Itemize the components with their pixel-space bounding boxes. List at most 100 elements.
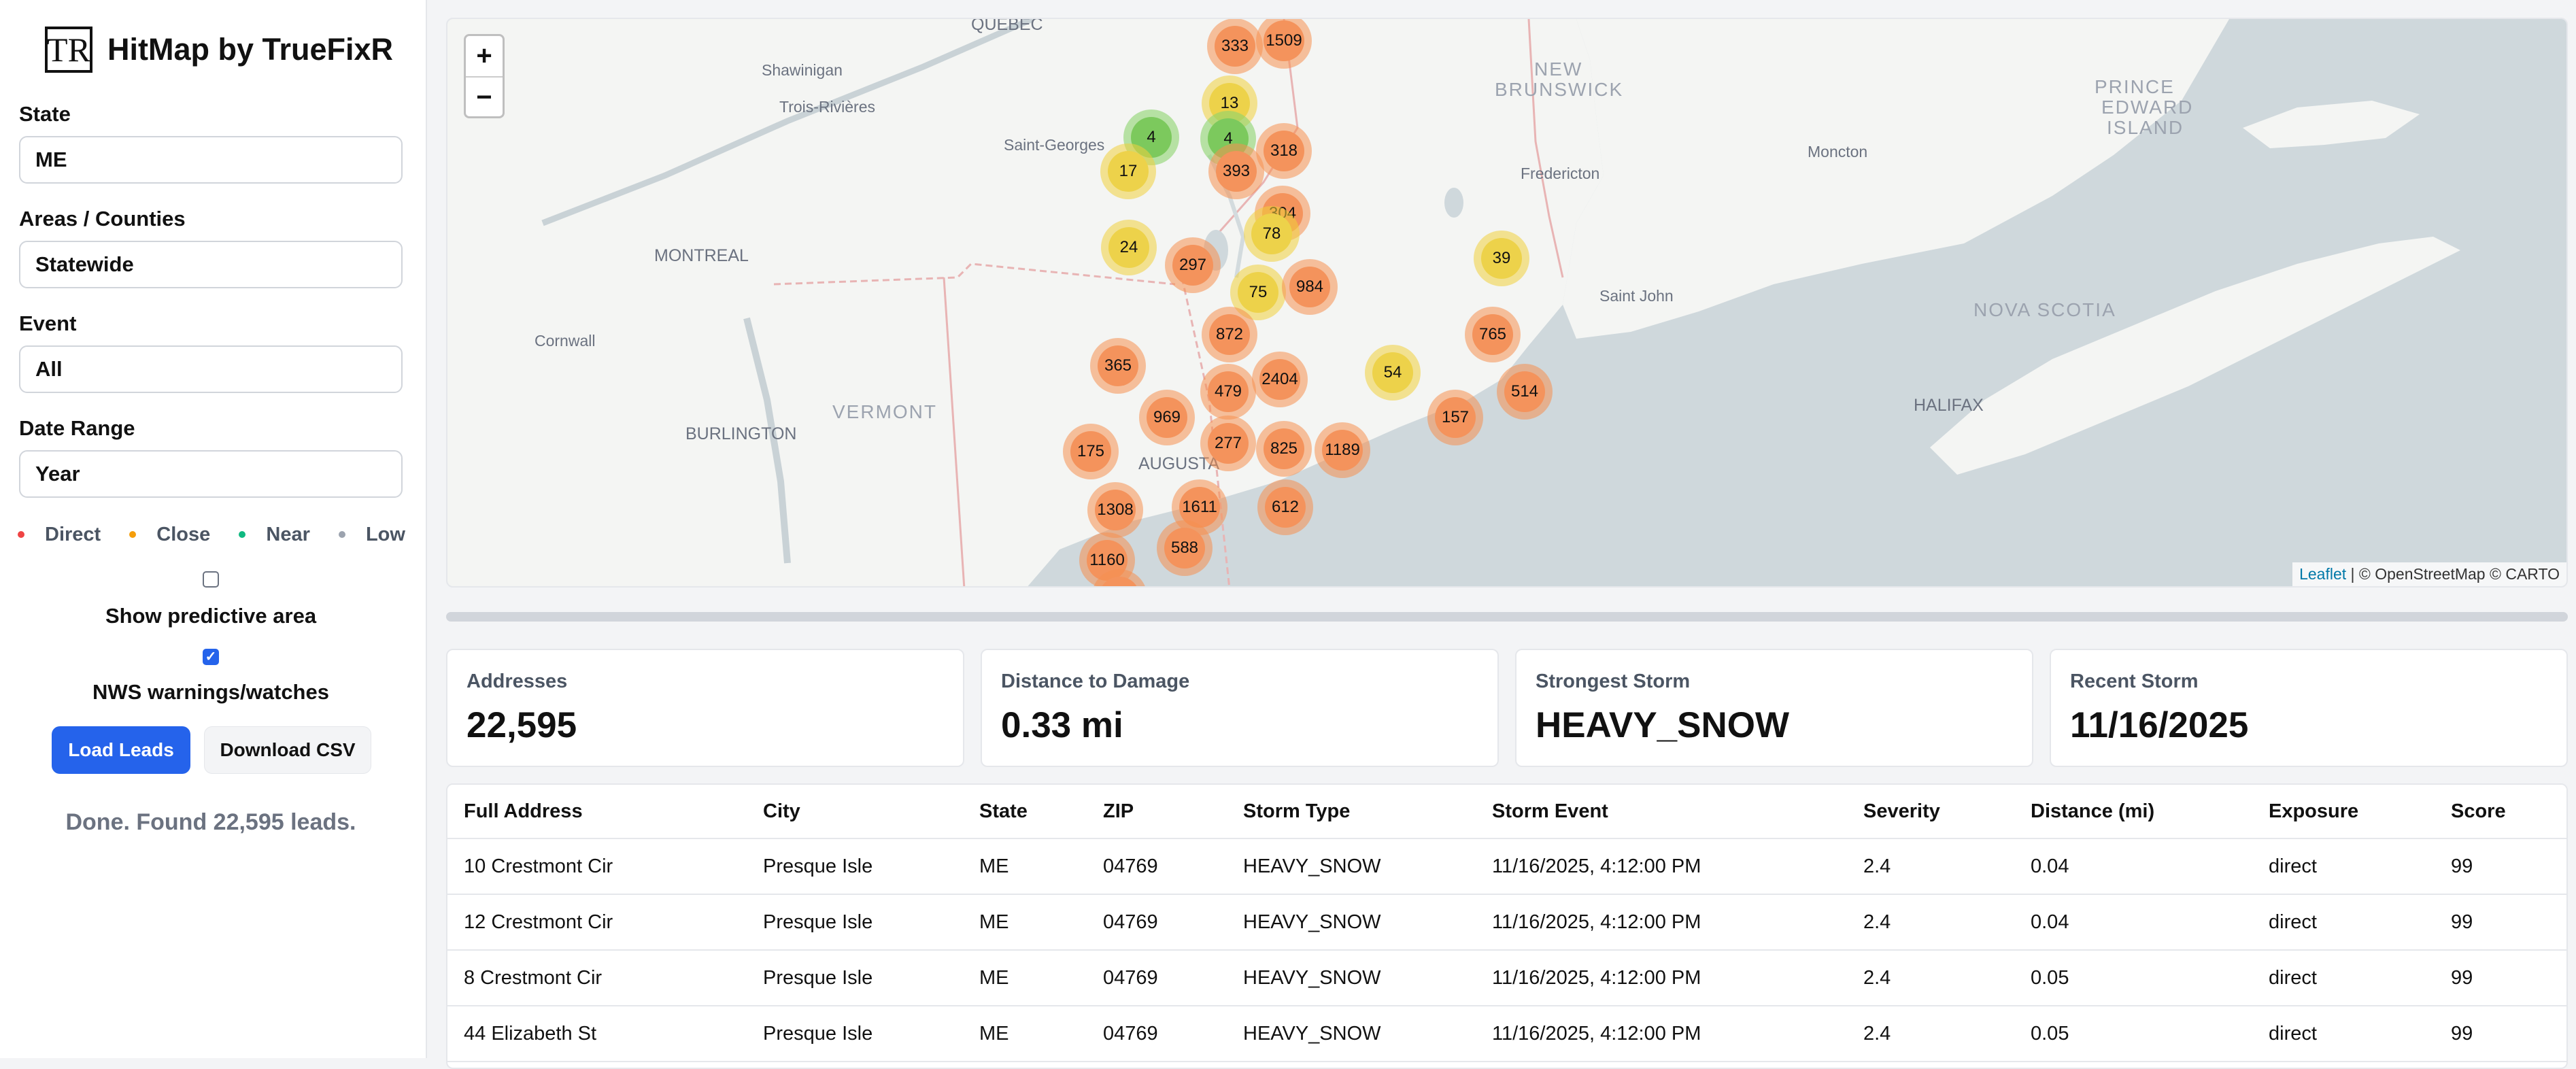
column-header[interactable]: Exposure bbox=[2252, 785, 2435, 839]
table-cell: 10 Crestmont Cir bbox=[447, 838, 747, 895]
place-label: VERMONT bbox=[832, 401, 937, 422]
column-header[interactable]: Distance (mi) bbox=[2014, 785, 2252, 839]
marker-cluster[interactable]: 1308 bbox=[1087, 482, 1143, 538]
date-range-select[interactable]: Year bbox=[19, 450, 403, 498]
table-cell: 0.05 bbox=[2014, 950, 2252, 1006]
event-select[interactable]: All bbox=[19, 345, 403, 393]
column-header[interactable]: Storm Type bbox=[1227, 785, 1476, 839]
zoom-out-button[interactable]: − bbox=[476, 82, 492, 112]
table-cell: Presque Isle bbox=[747, 894, 963, 951]
place-label: Fredericton bbox=[1521, 165, 1600, 182]
cluster-count: 277 bbox=[1208, 423, 1249, 464]
app-title: HitMap by TrueFixR bbox=[107, 32, 394, 67]
cluster-count: 765 bbox=[1472, 314, 1513, 355]
marker-cluster[interactable]: 588 bbox=[1157, 520, 1213, 576]
table-row[interactable]: 12 Crestmont Cir Presque Isle ME 04769 HEAVY… bbox=[447, 894, 2566, 951]
table-header-row: Full Address City State ZIP Storm Type Storm … bbox=[447, 785, 2566, 839]
marker-cluster[interactable]: 157 bbox=[1427, 390, 1483, 445]
column-header[interactable]: Severity bbox=[1847, 785, 2014, 839]
marker-cluster[interactable]: 277 bbox=[1200, 415, 1256, 471]
marker-cluster[interactable]: 514 bbox=[1497, 364, 1553, 420]
table-cell: HEAVY_SNOW bbox=[1227, 894, 1476, 951]
column-header[interactable]: Storm Event bbox=[1476, 785, 1847, 839]
table-row[interactable]: 44 Elizabeth St Presque Isle ME 04769 HEAVY_… bbox=[447, 1006, 2566, 1062]
legend-label: Near bbox=[266, 523, 310, 545]
stat-card-recent-storm: Recent Storm 11/16/2025 bbox=[2050, 649, 2568, 767]
marker-cluster[interactable]: 75 bbox=[1230, 265, 1286, 320]
column-header[interactable]: Full Address bbox=[447, 785, 747, 839]
zoom-in-button[interactable]: + bbox=[466, 36, 503, 78]
column-header[interactable]: City bbox=[747, 785, 963, 839]
cluster-count: 17 bbox=[1108, 151, 1149, 192]
leaflet-link[interactable]: Leaflet bbox=[2299, 565, 2347, 583]
marker-cluster[interactable]: 175 bbox=[1063, 424, 1119, 479]
table-cell: direct bbox=[2252, 894, 2435, 951]
predictive-area-checkbox[interactable] bbox=[203, 571, 219, 588]
marker-cluster[interactable]: 365 bbox=[1090, 338, 1146, 394]
cluster-count: 297 bbox=[1172, 245, 1213, 286]
marker-cluster[interactable]: 1189 bbox=[1315, 422, 1370, 478]
table-cell: 2.4 bbox=[1847, 950, 2014, 1006]
cluster-count: 75 bbox=[1238, 272, 1278, 313]
areas-select[interactable]: Statewide bbox=[19, 241, 403, 288]
place-label: Saint-Georges bbox=[1004, 136, 1105, 154]
table-cell: 11/16/2025, 4:12:00 PM bbox=[1476, 894, 1847, 951]
marker-cluster[interactable]: 297 bbox=[1165, 237, 1221, 293]
table-cell: 99 bbox=[2435, 894, 2566, 951]
marker-cluster[interactable]: 318 bbox=[1256, 123, 1312, 179]
table-cell: 11/16/2025, 4:12:00 PM bbox=[1476, 950, 1847, 1006]
place-label: MONTREAL bbox=[654, 246, 749, 265]
table-cell: 11/16/2025, 4:12:00 PM bbox=[1476, 838, 1847, 895]
cluster-count: 78 bbox=[1251, 214, 1292, 254]
download-csv-button[interactable]: Download CSV bbox=[204, 726, 371, 774]
cluster-count: 54 bbox=[1372, 352, 1413, 393]
table-cell: 12 Crestmont Cir bbox=[447, 894, 747, 951]
stat-label: Strongest Storm bbox=[1536, 671, 1691, 692]
table-cell: 0.04 bbox=[2014, 838, 2252, 895]
marker-cluster[interactable]: 825 bbox=[1256, 421, 1312, 477]
table-cell: 2.4 bbox=[1847, 1006, 2014, 1062]
marker-cluster[interactable]: 1509 bbox=[1256, 19, 1312, 69]
state-select[interactable]: ME bbox=[19, 136, 403, 184]
cluster-count: 365 bbox=[1098, 345, 1138, 386]
marker-cluster[interactable]: 24 bbox=[1101, 220, 1157, 275]
stat-value: 0.33 mi bbox=[1001, 705, 1123, 745]
map[interactable]: QUÉBEC Shawinigan Trois-Rivières Saint-G… bbox=[446, 18, 2568, 588]
table-row[interactable]: 8 Crestmont Cir Presque Isle ME 04769 HEAVY_… bbox=[447, 950, 2566, 1006]
marker-cluster[interactable]: 393 bbox=[1208, 143, 1264, 199]
marker-cluster[interactable]: 54 bbox=[1365, 345, 1421, 401]
stat-card-addresses: Addresses 22,595 bbox=[446, 649, 964, 767]
marker-cluster[interactable]: 984 bbox=[1282, 259, 1338, 315]
marker-cluster[interactable]: 17 bbox=[1100, 143, 1156, 199]
marker-cluster[interactable]: 969 bbox=[1139, 390, 1195, 445]
table-cell: direct bbox=[2252, 838, 2435, 895]
table-body: 10 Crestmont Cir Presque Isle ME 04769 HEAVY… bbox=[447, 838, 2566, 1062]
marker-cluster[interactable]: 872 bbox=[1202, 307, 1257, 362]
legend-dot-icon bbox=[239, 531, 246, 538]
column-header[interactable]: State bbox=[963, 785, 1087, 839]
nws-warnings-checkbox[interactable]: ✓ bbox=[203, 649, 219, 665]
marker-cluster[interactable]: 78 bbox=[1244, 206, 1300, 262]
cluster-count: 514 bbox=[1504, 371, 1545, 412]
column-header[interactable]: ZIP bbox=[1087, 785, 1227, 839]
cluster-count: 588 bbox=[1164, 528, 1205, 569]
stat-value: HEAVY_SNOW bbox=[1536, 705, 1790, 745]
marker-cluster[interactable]: 39 bbox=[1474, 231, 1529, 286]
place-label: HALIFAX bbox=[1914, 396, 1984, 415]
marker-cluster[interactable]: 765 bbox=[1465, 307, 1521, 362]
table-cell: 04769 bbox=[1087, 950, 1227, 1006]
column-header[interactable]: Score bbox=[2435, 785, 2566, 839]
marker-cluster[interactable]: 2404 bbox=[1252, 352, 1308, 407]
table-cell: 99 bbox=[2435, 838, 2566, 895]
cluster-count: 1509 bbox=[1264, 20, 1304, 61]
place-label: PRINCE bbox=[2095, 76, 2175, 97]
attribution-text: | © OpenStreetMap © CARTO bbox=[2346, 565, 2560, 583]
marker-cluster[interactable]: 333 bbox=[1207, 19, 1263, 74]
table-row[interactable]: 10 Crestmont Cir Presque Isle ME 04769 HEAVY… bbox=[447, 838, 2566, 895]
resize-handle[interactable] bbox=[446, 612, 2568, 622]
stat-value: 22,595 bbox=[467, 705, 577, 745]
marker-cluster[interactable]: 479 bbox=[1200, 364, 1256, 420]
load-leads-button[interactable]: Load Leads bbox=[52, 726, 190, 774]
legend-label: Direct bbox=[45, 523, 101, 545]
marker-cluster[interactable]: 612 bbox=[1257, 479, 1313, 535]
